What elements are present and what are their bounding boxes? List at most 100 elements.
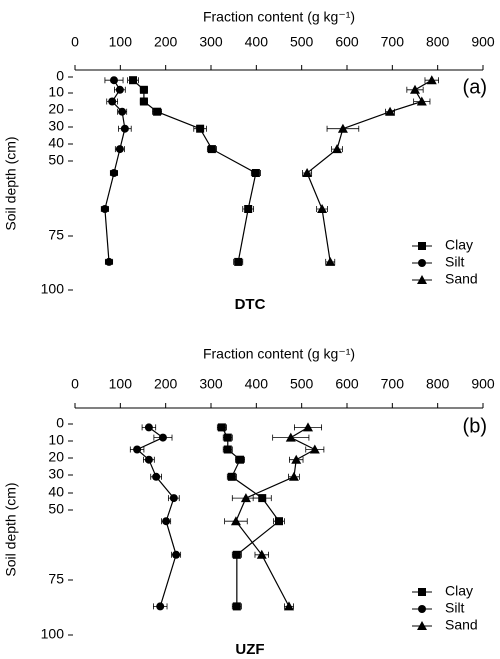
y-tick-label: 0 [56,415,64,431]
data-point [275,517,283,526]
y-tick-label: 50 [48,501,64,517]
y-tick-label: 40 [48,484,64,500]
legend-label: Sand [445,617,478,633]
x-tick-label: 700 [381,376,405,392]
y-tick-label: 40 [48,135,64,151]
y-tick-label: 10 [48,432,64,448]
y-tick-label: 50 [48,152,64,168]
y-tick-label: 75 [48,227,64,243]
data-point [283,601,294,611]
x-tick-label: 800 [426,376,450,392]
y-axis-title: Soil depth (cm) [3,482,19,576]
data-point [236,455,245,464]
data-point [385,106,396,116]
y-tick-label: 30 [48,466,64,482]
data-point [139,97,148,106]
data-point [288,471,299,481]
data-point [325,256,336,266]
data-point [118,107,127,116]
x-tick-label: 400 [245,376,269,392]
data-point [158,433,167,442]
y-tick-label: 10 [48,84,64,100]
chart-title: UZF [235,641,264,658]
data-point [416,96,427,106]
data-point [426,75,437,85]
data-point [240,493,251,503]
data-point [285,432,296,442]
y-tick-label: 30 [48,118,64,134]
data-point [232,602,241,611]
data-point [196,124,205,133]
x-tick-label: 200 [154,376,178,392]
series-line [132,79,257,263]
data-point [227,472,236,481]
data-point [223,445,232,454]
y-axis-title: Soil depth (cm) [3,136,19,230]
data-point [332,144,343,154]
data-point [133,445,142,454]
legend-label: Silt [445,600,465,616]
legend-label: Clay [445,583,473,599]
legend-marker [418,242,426,250]
x-tick-label: 0 [71,376,79,392]
data-point [251,169,260,177]
series-line [306,79,433,263]
y-tick-label: 100 [41,281,65,297]
x-tick-label: 600 [335,376,359,392]
panel-label: (a) [463,76,487,98]
data-point [291,454,302,464]
x-tick-label: 300 [199,376,223,392]
x-tick-label: 100 [109,376,133,392]
data-point [109,169,118,177]
data-point [258,494,267,503]
legend-label: Clay [445,237,473,253]
data-point [172,550,181,559]
data-point [129,76,138,85]
y-tick-label: 0 [56,68,64,84]
series-line [136,426,177,607]
data-point [309,444,320,454]
data-point [115,85,124,94]
data-point [244,205,253,213]
x-tick-label: 800 [426,34,450,50]
data-point [410,84,420,94]
x-axis-title: Fraction content (g kg⁻¹) [203,9,355,25]
legend-marker [417,275,427,284]
data-point [256,549,267,559]
legend-label: Silt [445,254,465,270]
legend-marker [418,605,426,613]
data-point [153,107,162,116]
y-tick-label: 20 [48,101,64,117]
data-point [139,85,148,94]
x-tick-label: 300 [199,34,223,50]
data-point [169,494,178,503]
data-point [223,433,232,442]
x-tick-label: 900 [471,376,495,392]
y-tick-label: 75 [48,571,64,587]
x-tick-label: 100 [109,34,133,50]
panel-label: (b) [463,415,487,437]
y-tick-label: 20 [48,449,64,465]
x-tick-label: 500 [290,34,314,50]
data-point [230,516,241,526]
series-line [221,427,280,607]
data-point [317,204,328,213]
data-point [105,257,113,266]
data-point [234,257,243,266]
data-point [217,423,226,432]
x-tick-label: 900 [471,34,495,50]
data-point [144,455,153,464]
data-point [302,168,313,177]
chart-title: DTC [235,296,266,313]
y-tick-label: 100 [41,626,65,642]
x-tick-label: 700 [381,34,405,50]
data-point [152,472,161,481]
x-tick-label: 600 [335,34,359,50]
data-point [144,423,153,432]
data-point [109,76,118,85]
x-axis-title: Fraction content (g kg⁻¹) [203,346,355,362]
x-tick-label: 0 [71,34,79,50]
legend-label: Sand [445,271,478,287]
data-point [232,550,241,559]
